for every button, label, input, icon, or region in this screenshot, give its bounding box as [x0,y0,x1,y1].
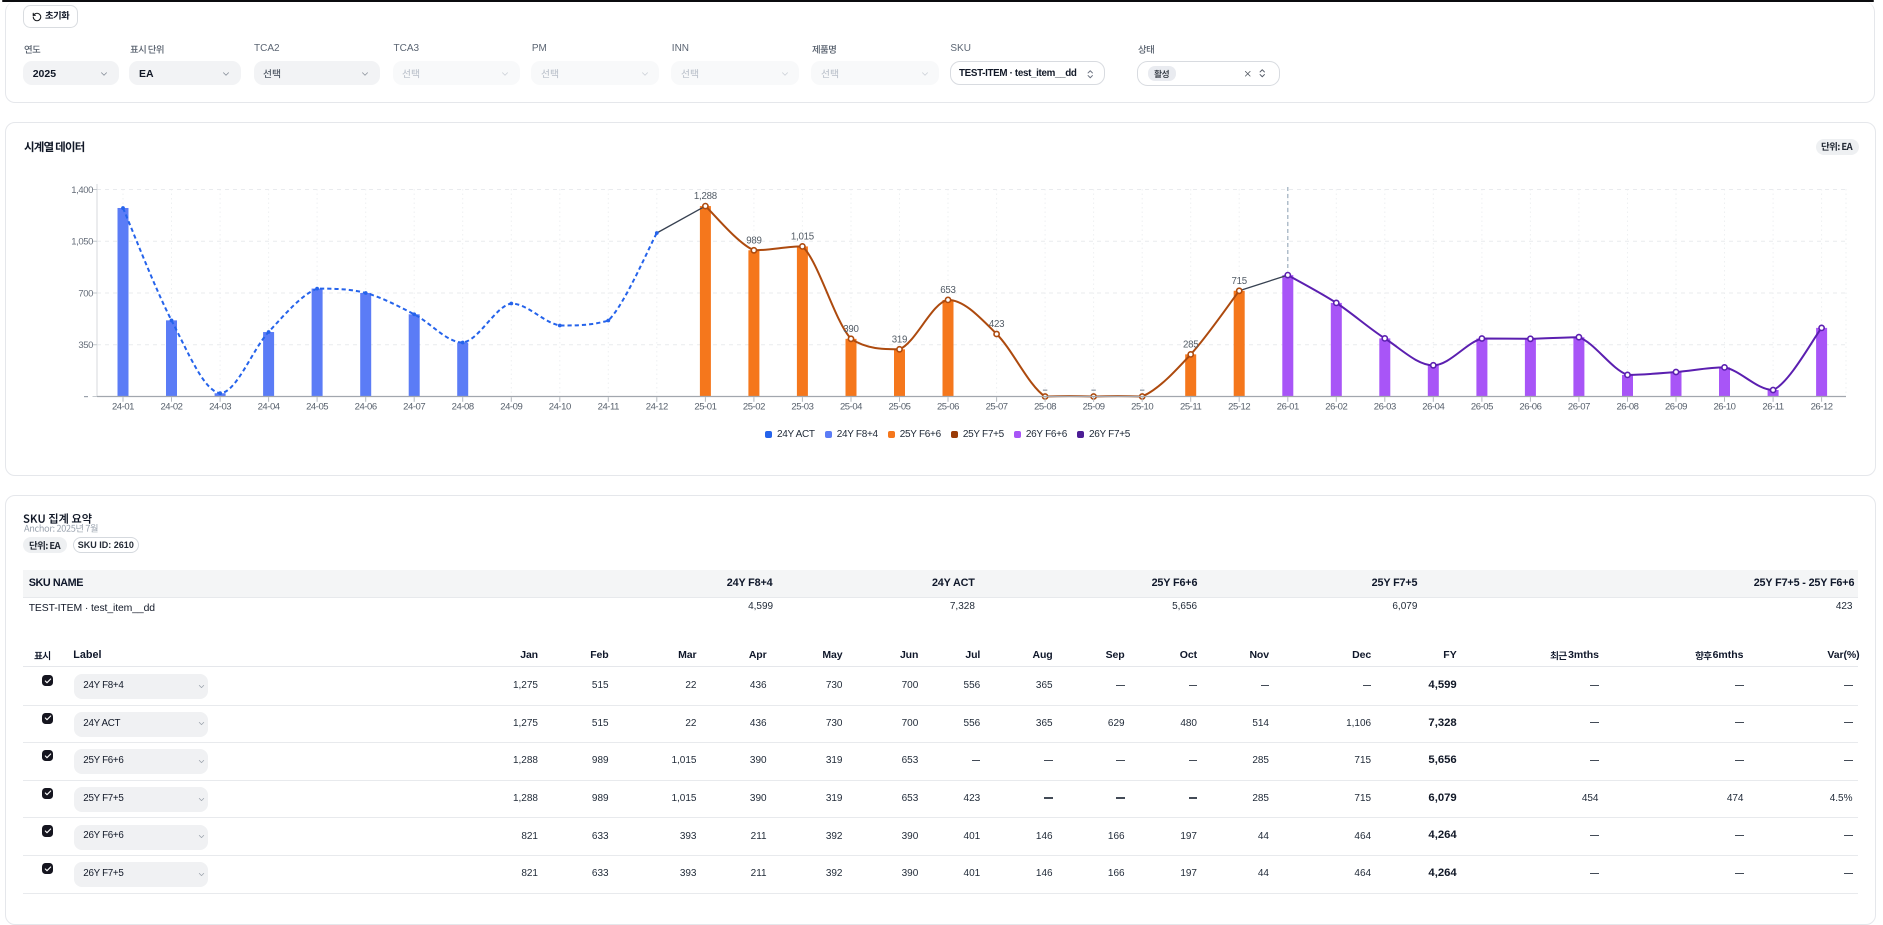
svg-text:26-07: 26-07 [1568,402,1590,413]
svg-text:24-04: 24-04 [258,402,280,413]
svg-text:25-12: 25-12 [1228,402,1250,413]
svg-text:319: 319 [892,334,907,345]
svg-text:24-08: 24-08 [452,402,474,413]
svg-text:1,050: 1,050 [71,237,93,248]
svg-text:26-10: 26-10 [1713,402,1735,413]
svg-text:24-11: 24-11 [598,402,620,413]
svg-text:24-05: 24-05 [306,402,328,413]
svg-text:25-05: 25-05 [888,402,910,413]
svg-text:25-08: 25-08 [1034,402,1056,413]
svg-text:1,288: 1,288 [694,191,717,202]
svg-text:26-09: 26-09 [1665,402,1687,413]
svg-text:24-09: 24-09 [500,402,522,413]
svg-text:24-07: 24-07 [403,402,425,413]
svg-text:700: 700 [78,288,93,299]
svg-text:285: 285 [1183,339,1198,350]
svg-text:653: 653 [940,285,955,296]
svg-text:24-06: 24-06 [355,402,377,413]
svg-text:1,400: 1,400 [71,185,93,196]
svg-text:25-02: 25-02 [743,402,765,413]
svg-text:26-08: 26-08 [1616,402,1638,413]
svg-text:390: 390 [843,324,859,335]
svg-text:25-06: 25-06 [937,402,959,413]
svg-text:24-01: 24-01 [112,402,134,413]
svg-text:24-12: 24-12 [646,402,668,413]
svg-text:26-12: 26-12 [1811,402,1833,413]
svg-text:26-11: 26-11 [1762,402,1784,413]
svg-text:25-01: 25-01 [694,402,716,413]
svg-text:25-03: 25-03 [791,402,813,413]
svg-text:26-03: 26-03 [1374,402,1396,413]
svg-text:24-02: 24-02 [160,402,182,413]
svg-text:423: 423 [989,319,1004,330]
svg-text:26-06: 26-06 [1519,402,1541,413]
svg-text:26-04: 26-04 [1422,402,1444,413]
svg-text:350: 350 [78,340,93,351]
svg-text:26-01: 26-01 [1277,402,1299,413]
svg-text:25-09: 25-09 [1083,402,1105,413]
svg-text:24-10: 24-10 [549,402,571,413]
svg-text:25-10: 25-10 [1131,402,1153,413]
svg-text:26-05: 26-05 [1471,402,1493,413]
svg-text:24-03: 24-03 [209,402,231,413]
svg-text:25-11: 25-11 [1180,402,1202,413]
svg-text:989: 989 [746,235,761,246]
svg-text:26-02: 26-02 [1325,402,1347,413]
svg-text:25-04: 25-04 [840,402,862,413]
svg-text:1,015: 1,015 [791,231,814,242]
svg-text:25-07: 25-07 [986,402,1008,413]
svg-text:715: 715 [1231,276,1246,287]
